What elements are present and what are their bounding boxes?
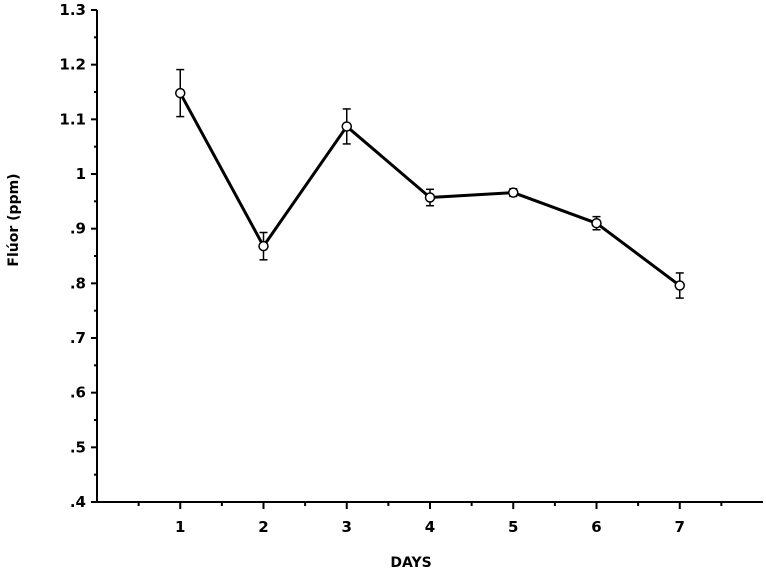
y-tick-label: 1.1 [59, 110, 86, 128]
x-tick-label: 5 [508, 518, 518, 536]
data-point [591, 217, 602, 229]
x-tick-label: 6 [591, 518, 601, 536]
y-tick-label: .5 [70, 438, 86, 456]
y-tick-label: .8 [70, 274, 86, 292]
data-point [341, 121, 352, 132]
y-tick-label: 1 [76, 165, 86, 183]
x-tick-label: 4 [425, 518, 435, 536]
plot-frame [96, 10, 763, 503]
data-point [424, 192, 436, 203]
x-tick-label: 3 [342, 518, 352, 536]
y-tick-label: 1.3 [59, 1, 86, 19]
series-layer [175, 68, 685, 299]
y-tick-label: 1.2 [59, 56, 86, 74]
data-point [674, 280, 685, 291]
y-axis-title: Flúor (ppm) [6, 173, 22, 266]
y-tick-label: .7 [70, 329, 86, 347]
x-tick-label: 1 [175, 518, 185, 536]
x-tick-label: 7 [675, 518, 685, 536]
y-tick-label: .9 [70, 220, 86, 238]
x-axis-title: DAYS [390, 555, 431, 571]
x-axis-ticks: 1 2 3 4 5 6 7 [137, 502, 723, 536]
y-tick-label: .4 [70, 493, 86, 511]
x-tick-label: 2 [258, 518, 268, 536]
y-tick-label: .6 [70, 384, 86, 402]
data-point [175, 87, 186, 99]
y-axis-ticks: 1.3 1.2 1.1 1 .9 .8 .7 .6 .5 .4 [59, 1, 97, 511]
data-point [258, 240, 269, 252]
data-point [508, 187, 519, 198]
